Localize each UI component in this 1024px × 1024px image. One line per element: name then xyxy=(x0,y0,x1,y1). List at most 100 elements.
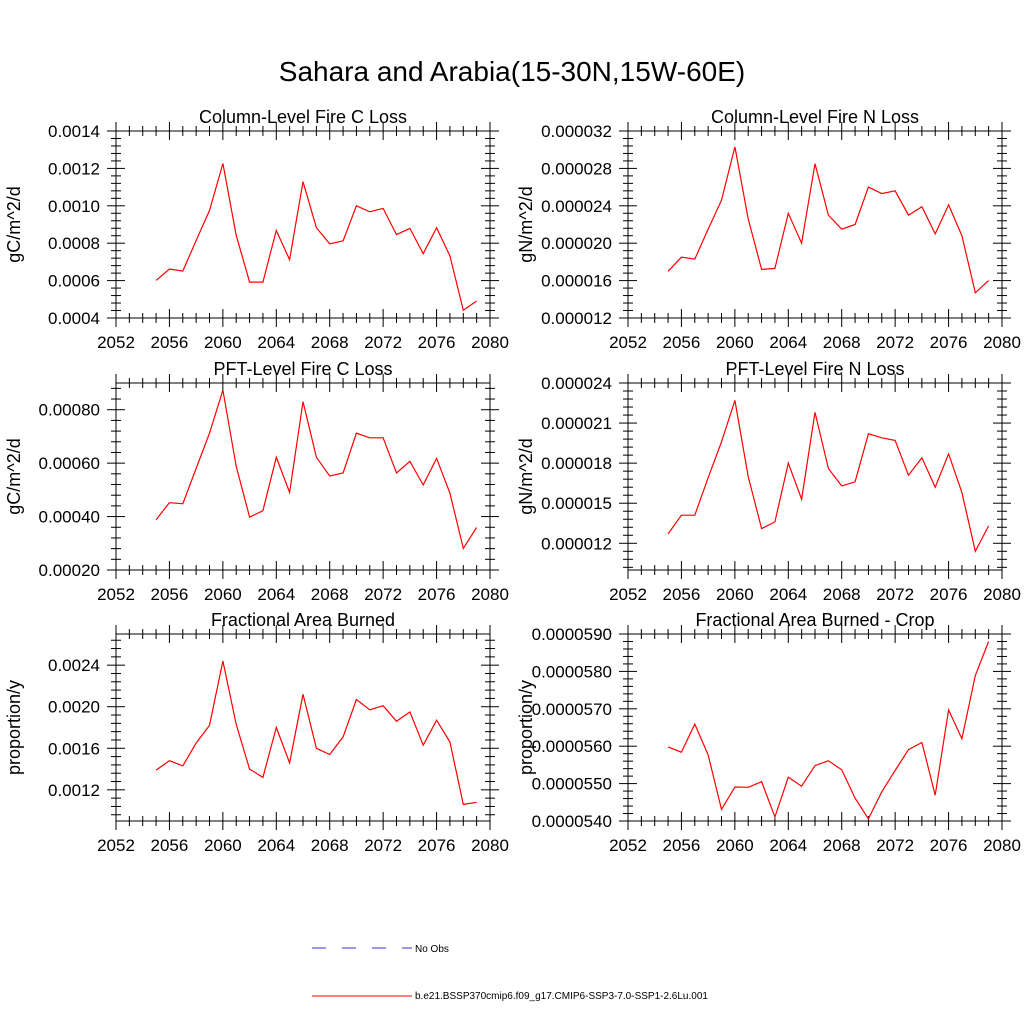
x-tick-label: 2064 xyxy=(769,585,807,604)
series-line xyxy=(155,660,477,806)
x-tick-label: 2080 xyxy=(471,585,509,604)
series-line xyxy=(667,641,990,821)
x-tick-label: 2060 xyxy=(204,836,242,855)
y-tick-label: 0.0016 xyxy=(48,739,100,758)
y-tick-label: 0.0000560 xyxy=(532,737,612,756)
x-tick-label: 2076 xyxy=(930,585,968,604)
x-tick-label: 2072 xyxy=(876,836,914,855)
x-tick-label: 2076 xyxy=(418,836,456,855)
series-line xyxy=(667,400,990,554)
panel-title: PFT-Level Fire C Loss xyxy=(213,359,392,379)
x-tick-label: 2080 xyxy=(471,836,509,855)
y-tick-label: 0.00020 xyxy=(39,561,100,580)
y-tick-label: 0.0008 xyxy=(48,234,100,253)
x-tick-label: 2060 xyxy=(716,585,754,604)
x-tick-label: 2056 xyxy=(663,333,701,352)
series-line xyxy=(667,146,990,294)
panel-title: Fractional Area Burned - Crop xyxy=(695,610,934,630)
x-tick-label: 2072 xyxy=(364,836,402,855)
y-tick-label: 0.00040 xyxy=(39,508,100,527)
plot-frame xyxy=(115,633,491,822)
y-tick-label: 0.000021 xyxy=(541,414,612,433)
y-tick-label: 0.0000590 xyxy=(532,625,612,644)
x-tick-label: 2060 xyxy=(204,333,242,352)
plot-frame xyxy=(115,382,491,571)
y-tick-label: 0.0004 xyxy=(48,309,100,328)
plot-frame xyxy=(627,382,1003,571)
x-tick-label: 2080 xyxy=(983,333,1021,352)
x-tick-label: 2080 xyxy=(471,333,509,352)
y-axis-label: proportion/y xyxy=(4,680,24,775)
x-tick-label: 2076 xyxy=(418,585,456,604)
y-tick-label: 0.000018 xyxy=(541,454,612,473)
y-axis-label: gN/m^2/d xyxy=(516,186,536,262)
series-line xyxy=(155,390,478,550)
x-tick-label: 2056 xyxy=(663,585,701,604)
panel-2: Column-Level Fire N Loss gN/m^2/d 2052 2056… xyxy=(516,107,1021,352)
y-axis-label: gN/m^2/d xyxy=(516,438,536,514)
x-tick-label: 2076 xyxy=(418,333,456,352)
x-tick-label: 2068 xyxy=(823,836,861,855)
legend-label: b.e21.BSSP370cmip6.f09_g17.CMIP6-SSP3-7.… xyxy=(415,991,708,1002)
panel-4: PFT-Level Fire N Loss gN/m^2/d 2052 2056 206… xyxy=(516,359,1021,604)
y-tick-label: 0.000020 xyxy=(541,234,612,253)
x-tick-label: 2080 xyxy=(983,585,1021,604)
x-tick-label: 2080 xyxy=(983,836,1021,855)
y-axis-label: gC/m^2/d xyxy=(4,438,24,514)
panel-1: Column-Level Fire C Loss gC/m^2/d 2052 2056… xyxy=(4,107,509,352)
y-tick-label: 0.000028 xyxy=(541,159,612,178)
y-tick-label: 0.000024 xyxy=(541,197,612,216)
y-tick-label: 0.000012 xyxy=(541,309,612,328)
x-tick-label: 2064 xyxy=(257,333,295,352)
y-tick-label: 0.0010 xyxy=(48,197,100,216)
panel-title: PFT-Level Fire N Loss xyxy=(725,359,904,379)
x-tick-label: 2064 xyxy=(769,333,807,352)
x-tick-label: 2060 xyxy=(204,585,242,604)
page-title: Sahara and Arabia(15-30N,15W-60E) xyxy=(278,56,746,87)
x-tick-label: 2052 xyxy=(609,585,647,604)
series-line xyxy=(155,163,477,312)
x-tick-label: 2052 xyxy=(97,585,135,604)
panel-title: Fractional Area Burned xyxy=(211,610,395,630)
y-tick-label: 0.000032 xyxy=(541,122,612,141)
x-tick-label: 2068 xyxy=(823,333,861,352)
y-tick-label: 0.000012 xyxy=(541,534,612,553)
y-tick-label: 0.000024 xyxy=(541,374,612,393)
x-tick-label: 2072 xyxy=(876,585,914,604)
y-tick-label: 0.0012 xyxy=(48,781,100,800)
y-tick-label: 0.0006 xyxy=(48,272,100,291)
x-tick-label: 2052 xyxy=(97,836,135,855)
y-axis-label: proportion/y xyxy=(516,680,536,775)
panel-3: PFT-Level Fire C Loss gC/m^2/d 2052 2056 206… xyxy=(4,359,509,604)
y-tick-label: 0.0000550 xyxy=(532,775,612,794)
x-tick-label: 2052 xyxy=(97,333,135,352)
y-tick-label: 0.0000580 xyxy=(532,662,612,681)
x-tick-label: 2076 xyxy=(930,333,968,352)
x-tick-label: 2064 xyxy=(257,836,295,855)
y-axis-label: gC/m^2/d xyxy=(4,186,24,262)
panel-6: Fractional Area Burned - Crop proportion/… xyxy=(516,610,1021,855)
y-tick-label: 0.0000540 xyxy=(532,812,612,831)
x-tick-label: 2064 xyxy=(257,585,295,604)
legend-label: No Obs xyxy=(415,944,449,955)
x-tick-label: 2068 xyxy=(311,836,349,855)
x-tick-label: 2076 xyxy=(930,836,968,855)
x-tick-label: 2052 xyxy=(609,333,647,352)
y-tick-label: 0.000015 xyxy=(541,494,612,513)
x-tick-label: 2064 xyxy=(769,836,807,855)
y-tick-label: 0.00060 xyxy=(39,454,100,473)
y-tick-label: 0.0020 xyxy=(48,698,100,717)
x-tick-label: 2072 xyxy=(876,333,914,352)
y-tick-label: 0.0000570 xyxy=(532,700,612,719)
legend: No Obs b.e21.BSSP370cmip6.f09_g17.CMIP6-S… xyxy=(312,944,708,1002)
x-tick-label: 2052 xyxy=(609,836,647,855)
y-tick-label: 0.00080 xyxy=(39,401,100,420)
y-tick-label: 0.000016 xyxy=(541,272,612,291)
panel-title: Column-Level Fire C Loss xyxy=(199,107,407,127)
x-tick-label: 2072 xyxy=(364,333,402,352)
x-tick-label: 2068 xyxy=(823,585,861,604)
x-tick-label: 2056 xyxy=(151,836,189,855)
panel-5: Fractional Area Burned proportion/y 2052 20… xyxy=(4,610,509,855)
x-tick-label: 2068 xyxy=(311,585,349,604)
plot-frame xyxy=(115,130,491,319)
